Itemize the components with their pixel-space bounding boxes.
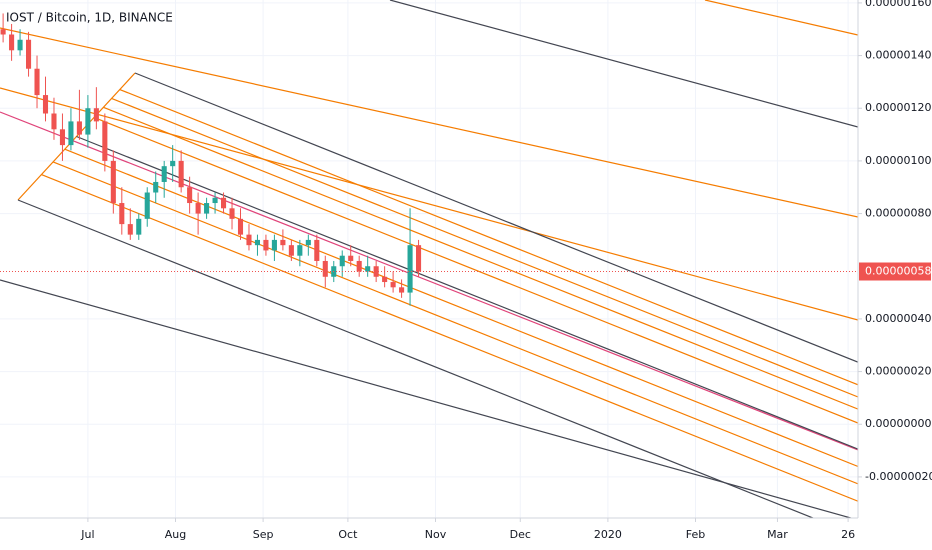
pitchfork-line	[17, 199, 815, 518]
trend-line	[0, 27, 858, 218]
trend-line	[0, 279, 854, 518]
candle-body	[127, 224, 133, 235]
y-tick-label: 0.00000080	[865, 207, 931, 220]
candle-body	[339, 255, 345, 267]
trend-line	[704, 0, 858, 36]
pitchfork-line	[64, 148, 858, 468]
x-tick-label: Oct	[338, 528, 358, 541]
last-price-label: 0.00000058	[865, 265, 931, 278]
candle-body	[382, 276, 388, 283]
y-tick-label: 0.00000020	[865, 365, 931, 378]
y-tick-label: 0.00000040	[865, 312, 931, 325]
candle-body	[204, 203, 210, 214]
candle-body	[271, 239, 277, 251]
candle-body	[68, 121, 74, 146]
candle-body	[17, 39, 23, 51]
candle-body	[195, 203, 201, 214]
candle-body	[297, 245, 303, 256]
grid	[0, 0, 858, 518]
candle-body	[288, 245, 294, 256]
trend-line	[0, 111, 858, 451]
candle-body	[76, 121, 82, 135]
pitchfork-line	[93, 116, 858, 424]
candle-body	[51, 113, 57, 130]
pitchfork-line	[134, 72, 858, 363]
y-tick-label: 0.00000120	[865, 101, 931, 114]
candle-body	[314, 239, 320, 261]
candle-body	[399, 287, 405, 293]
candle-body	[178, 160, 184, 188]
x-tick-label: Aug	[165, 528, 186, 541]
candle-body	[93, 108, 99, 122]
candle-body	[59, 129, 65, 146]
candle-body	[144, 192, 150, 219]
candle-body	[9, 34, 15, 51]
candle-body	[161, 166, 167, 182]
candle-body	[356, 260, 362, 272]
candle-body	[407, 245, 413, 293]
pitchfork-line	[103, 106, 858, 410]
candle-body	[263, 239, 269, 251]
candle-body	[237, 218, 244, 235]
candles	[0, 13, 422, 306]
candle-body	[187, 187, 193, 204]
last-price-box	[859, 262, 931, 281]
candle-body	[0, 29, 6, 35]
drawings	[0, 0, 858, 518]
candle-body	[34, 68, 40, 96]
x-tick-label: Sep	[253, 528, 274, 541]
candle-body	[102, 121, 108, 161]
candle-body	[373, 266, 379, 277]
candle-body	[305, 239, 311, 246]
pitchfork-line	[52, 161, 858, 485]
candle-body	[110, 160, 116, 204]
chart-title: IOST / Bitcoin, 1D, BINANCE	[6, 11, 173, 25]
pitchfork-line	[41, 174, 858, 502]
y-tick-label: 0.00000160	[865, 0, 931, 9]
y-tick-label: -0.00000020	[865, 470, 932, 483]
candle-body	[170, 160, 176, 167]
x-tick-label: Nov	[425, 528, 447, 541]
candle-body	[416, 245, 422, 272]
trend-line	[0, 87, 858, 321]
pitchfork-line	[111, 97, 858, 398]
candle-body	[42, 95, 49, 114]
x-tick-label: Jul	[80, 528, 94, 541]
candle-body	[153, 181, 159, 193]
pitchfork-line	[119, 88, 858, 386]
x-tick-label: Mar	[767, 528, 788, 541]
candle-body	[280, 239, 286, 246]
candle-body	[348, 255, 354, 261]
candle-body	[26, 39, 32, 69]
candle-body	[229, 208, 235, 219]
pitchfork-line	[76, 135, 858, 450]
y-tick-label: 0.00000000	[865, 417, 931, 430]
candle-body	[85, 108, 91, 135]
y-tick-label: 0.00000140	[865, 49, 931, 62]
candle-body	[390, 282, 396, 288]
x-tick-label: Feb	[686, 528, 705, 541]
candle-body	[119, 203, 125, 225]
x-tick-label: 26	[841, 528, 855, 541]
y-tick-label: 0.00000100	[865, 154, 931, 167]
pitchfork	[17, 72, 858, 518]
candle-body	[365, 266, 371, 272]
candle-body	[136, 218, 142, 235]
candle-body	[322, 260, 328, 277]
trend-line	[389, 0, 858, 128]
candle-body	[246, 234, 252, 246]
candle-body	[212, 197, 218, 204]
candle-body	[254, 239, 260, 246]
candle-body	[221, 197, 227, 209]
x-tick-label: Dec	[510, 528, 531, 541]
x-tick-label: 2020	[594, 528, 622, 541]
